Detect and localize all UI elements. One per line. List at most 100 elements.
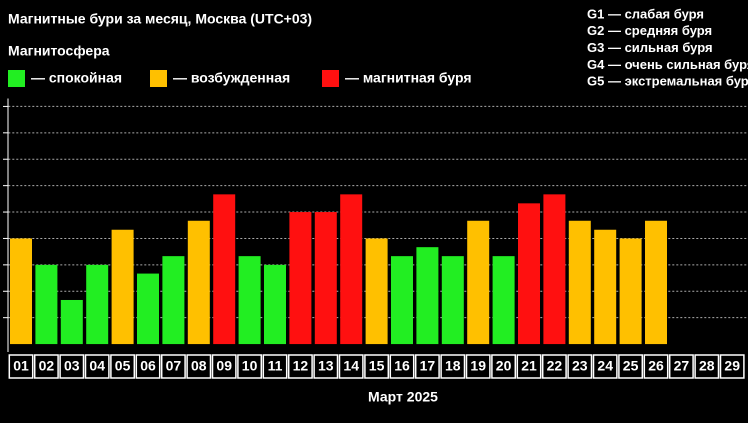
storm-scale-item: G3 — сильная буря — [587, 40, 713, 55]
x-tick-label: 17 — [420, 358, 436, 374]
legend-swatch — [322, 70, 339, 87]
bar — [238, 256, 261, 345]
x-tick-label: 05 — [115, 358, 131, 374]
x-axis-label: Март 2025 — [368, 389, 438, 405]
x-tick-label: 20 — [496, 358, 512, 374]
legend-swatch — [8, 70, 25, 87]
bar — [35, 264, 58, 345]
x-tick-label: 03 — [64, 358, 80, 374]
bar — [314, 212, 337, 345]
x-tick-label: 01 — [13, 358, 29, 374]
bar — [416, 247, 439, 345]
x-tick-label: 08 — [191, 358, 207, 374]
legend-label: — магнитная буря — [345, 70, 472, 86]
x-tick-cell — [287, 354, 313, 379]
bar — [645, 220, 667, 345]
x-tick-cell — [541, 354, 567, 379]
bar — [518, 203, 540, 345]
x-tick-cell — [84, 354, 110, 379]
x-tick-cell — [643, 354, 669, 379]
bar — [10, 238, 32, 345]
bar — [137, 273, 159, 345]
x-tick-cell — [160, 354, 186, 379]
x-tick-cell — [186, 354, 212, 379]
x-tick-label: 09 — [216, 358, 232, 374]
chart-subtitle: Магнитосфера — [8, 43, 110, 59]
legend-label: — спокойная — [31, 70, 122, 86]
x-tick-cell — [237, 354, 263, 379]
x-tick-label: 27 — [674, 358, 690, 374]
x-tick-label: 28 — [699, 358, 715, 374]
bar — [162, 256, 185, 345]
x-tick-label: 22 — [547, 358, 563, 374]
x-tick-label: 11 — [268, 358, 283, 374]
x-tick-cell — [668, 354, 694, 379]
bar — [60, 299, 83, 345]
x-tick-label: 02 — [39, 358, 55, 374]
x-tick-cell — [491, 354, 517, 379]
x-tick-label: 26 — [648, 358, 664, 374]
legend-swatch — [150, 70, 167, 87]
bar — [187, 220, 210, 345]
x-tick-cell — [8, 354, 34, 379]
x-tick-label: 14 — [343, 358, 359, 374]
bar — [594, 229, 617, 345]
x-tick-cell — [516, 354, 542, 379]
x-tick-label: 12 — [293, 358, 309, 374]
x-tick-label: 13 — [318, 358, 334, 374]
x-tick-cell — [592, 354, 618, 379]
x-tick-label: 18 — [445, 358, 461, 374]
x-tick-label: 15 — [369, 358, 385, 374]
chart-title: Магнитные бури за месяц, Москва (UTC+03) — [8, 11, 312, 27]
bar — [111, 229, 134, 345]
bar — [340, 194, 363, 345]
x-tick-cell — [313, 354, 339, 379]
x-tick-cell — [389, 354, 415, 379]
x-tick-cell — [59, 354, 85, 379]
x-tick-label: 24 — [597, 358, 613, 374]
x-tick-cell — [262, 354, 288, 379]
x-tick-cell — [567, 354, 593, 379]
storm-scale-item: G2 — средняя буря — [587, 23, 712, 38]
bar — [365, 238, 388, 345]
x-tick-label: 07 — [166, 358, 182, 374]
x-tick-label: 04 — [89, 358, 105, 374]
bar — [467, 220, 490, 345]
x-tick-cell — [719, 354, 745, 379]
x-tick-cell — [338, 354, 364, 379]
x-tick-label: 10 — [242, 358, 258, 374]
x-tick-cell — [211, 354, 237, 379]
x-tick-label: 21 — [521, 358, 537, 374]
x-tick-cell — [440, 354, 466, 379]
x-tick-cell — [694, 354, 720, 379]
storm-scale-item: G4 — очень сильная буря — [587, 57, 748, 72]
x-tick-cell — [135, 354, 161, 379]
bar — [492, 256, 515, 345]
x-tick-cell — [618, 354, 644, 379]
x-tick-cell — [414, 354, 440, 379]
x-tick-cell — [110, 354, 136, 379]
x-tick-label: 16 — [394, 358, 410, 374]
bar — [619, 238, 642, 345]
x-tick-label: 25 — [623, 358, 639, 374]
bar — [289, 212, 312, 345]
x-tick-label: 06 — [140, 358, 156, 374]
x-tick-label: 19 — [470, 358, 486, 374]
bar — [543, 194, 566, 345]
x-tick-label: 23 — [572, 358, 588, 374]
x-tick-label: 29 — [724, 358, 740, 374]
legend-label: — возбужденная — [173, 70, 290, 86]
x-tick-cell — [364, 354, 390, 379]
bar — [568, 220, 591, 345]
bar — [441, 256, 464, 345]
bar — [213, 194, 236, 345]
bar — [264, 264, 286, 345]
x-tick-cell — [33, 354, 59, 379]
bar — [391, 256, 413, 345]
bar — [86, 264, 109, 345]
storm-scale-item: G1 — слабая буря — [587, 6, 704, 21]
x-tick-cell — [465, 354, 491, 379]
storm-scale-item: G5 — экстремальная буря — [587, 74, 748, 89]
